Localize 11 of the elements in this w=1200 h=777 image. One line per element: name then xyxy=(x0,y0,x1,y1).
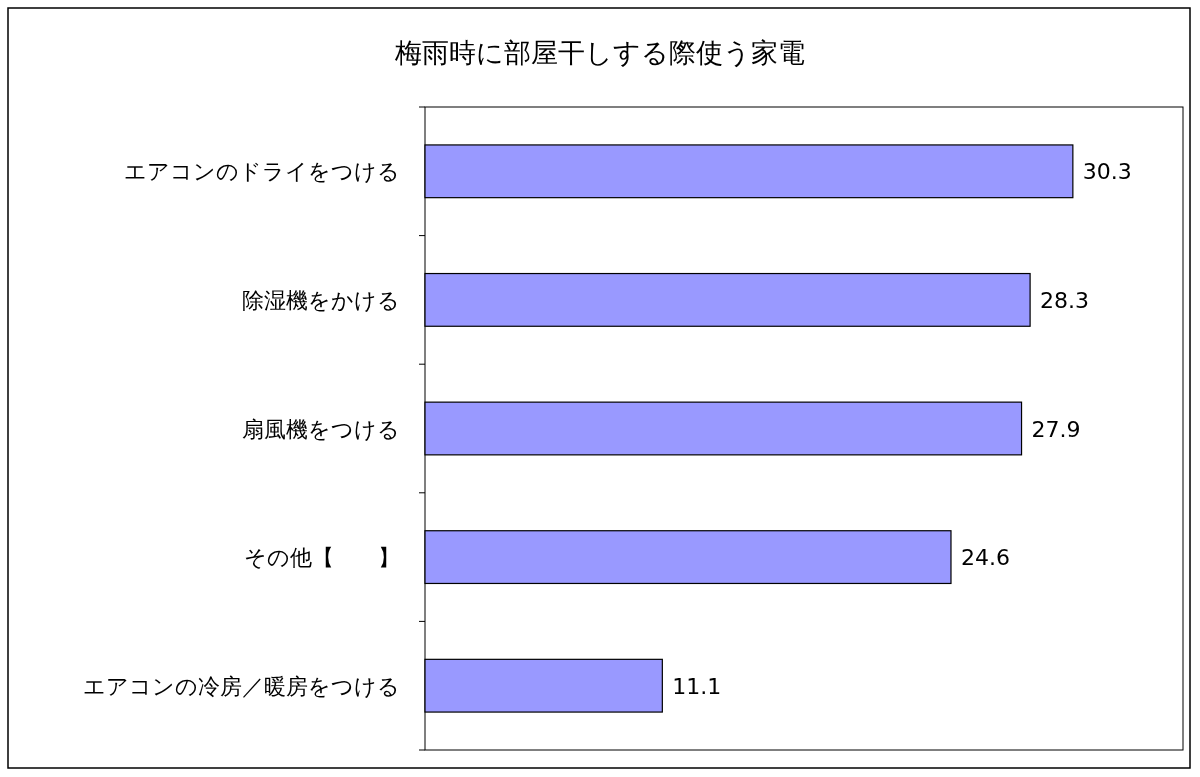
chart-title: 梅雨時に部屋干しする際使う家電 xyxy=(394,37,805,68)
data-label: 24.6 xyxy=(960,545,1010,571)
data-label: 28.3 xyxy=(1040,287,1090,313)
y-tick-label: 除湿機をかける xyxy=(242,287,400,313)
y-tick-label: 扇風機をつける xyxy=(242,416,400,442)
data-label: 11.1 xyxy=(672,673,722,699)
y-tick-label: エアコンのドライをつける xyxy=(124,159,400,185)
data-label: 30.3 xyxy=(1082,159,1132,185)
y-tick-label: その他【 】 xyxy=(244,545,400,571)
data-label: 27.9 xyxy=(1031,416,1081,442)
y-tick-label: エアコンの冷房／暖房をつける xyxy=(83,673,400,699)
